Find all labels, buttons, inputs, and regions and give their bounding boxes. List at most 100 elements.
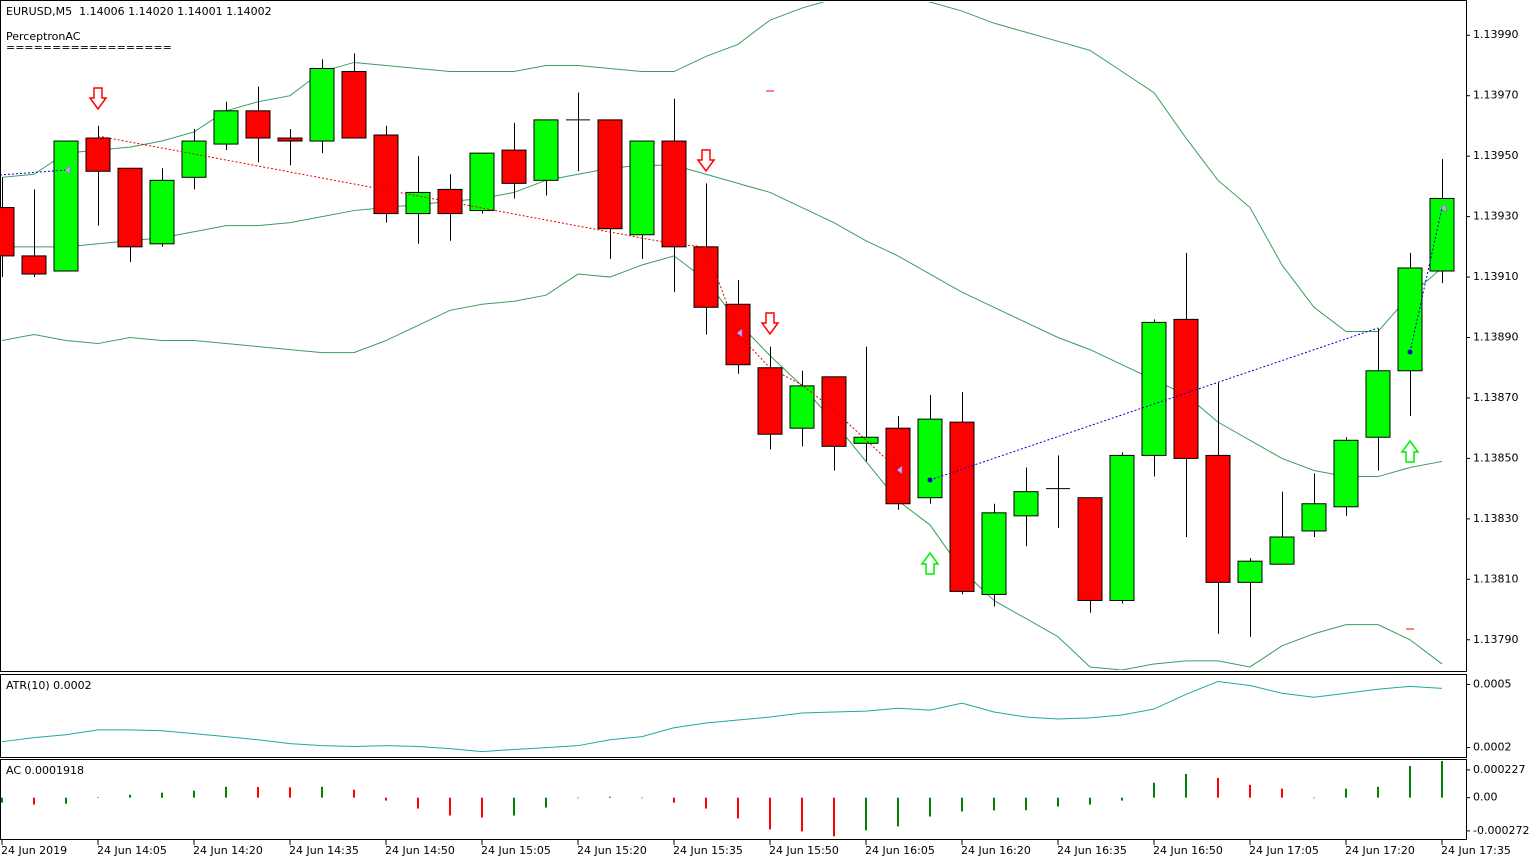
candle-body bbox=[1013, 491, 1039, 517]
signal-marker bbox=[736, 328, 743, 338]
sell-arrow bbox=[760, 312, 780, 336]
candle-body bbox=[789, 385, 815, 429]
candle-body bbox=[501, 149, 527, 184]
ac-bar bbox=[961, 797, 963, 812]
ac-bar bbox=[225, 786, 227, 798]
ac-bar bbox=[417, 797, 419, 809]
ac-bar bbox=[833, 797, 835, 837]
y-tick-label: 1.13790 bbox=[1473, 633, 1519, 646]
ac-bar bbox=[385, 797, 387, 801]
ac-bar bbox=[1345, 788, 1347, 798]
candle-body bbox=[437, 188, 463, 215]
candle-body bbox=[53, 140, 79, 272]
ac-frame bbox=[0, 759, 1467, 840]
ac-bar bbox=[609, 796, 611, 798]
price-frame bbox=[0, 0, 1467, 672]
ac-bar bbox=[1121, 797, 1123, 801]
y-tick-label: 1.13870 bbox=[1473, 391, 1519, 404]
candle-body bbox=[1109, 454, 1135, 601]
x-tick-label: 24 Jun 15:05 bbox=[481, 844, 551, 857]
ac-bar bbox=[801, 797, 803, 832]
candle-body bbox=[1077, 497, 1103, 601]
candle-body bbox=[981, 512, 1007, 595]
ac-bar bbox=[577, 797, 579, 799]
signal-marker bbox=[1440, 203, 1447, 213]
ac-bar bbox=[1025, 797, 1027, 811]
sell-arrow bbox=[696, 149, 716, 173]
candle-body bbox=[949, 421, 975, 592]
ac-bar bbox=[1441, 761, 1443, 798]
axes: 1.13790 1.13810 1.13830 1.13850 1.13870 1.138… bbox=[1, 28, 1529, 857]
x-tick-label: 24 Jun 14:50 bbox=[385, 844, 455, 857]
ac-bar bbox=[353, 789, 355, 798]
signal-marker bbox=[64, 165, 71, 175]
y-tick-label: 1.13890 bbox=[1473, 331, 1519, 344]
indicator-separator: ================== bbox=[6, 41, 172, 54]
x-tick-label: 24 Jun 15:20 bbox=[577, 844, 647, 857]
candle-body bbox=[725, 303, 751, 366]
signal-line bbox=[0, 169, 67, 176]
ac-bar bbox=[1, 797, 3, 803]
x-tick-label: 24 Jun 14:05 bbox=[97, 844, 167, 857]
chart-title: EURUSD,M5 1.14006 1.14020 1.14001 1.1400… bbox=[6, 5, 272, 18]
x-tick-label: 24 Jun 16:50 bbox=[1153, 844, 1223, 857]
candle-body bbox=[373, 134, 399, 215]
candle-body bbox=[181, 140, 207, 178]
candle-body bbox=[405, 191, 431, 215]
y-tick-label: 1.13930 bbox=[1473, 210, 1519, 223]
candle-body bbox=[1141, 321, 1167, 456]
ac-bar bbox=[129, 794, 131, 798]
y-tick-label: 0.0005 bbox=[1473, 677, 1512, 690]
ac-bar bbox=[993, 797, 995, 811]
y-tick-label: 1.13970 bbox=[1473, 89, 1519, 102]
candle-body bbox=[1397, 267, 1423, 372]
ac-bar bbox=[1313, 797, 1315, 799]
candle-body bbox=[213, 110, 239, 145]
ac-bar bbox=[769, 797, 771, 830]
ac-bar bbox=[1281, 788, 1283, 798]
ac-bar bbox=[481, 797, 483, 818]
candle-body bbox=[1301, 503, 1327, 532]
ac-bar bbox=[737, 797, 739, 819]
y-tick-label: 1.13850 bbox=[1473, 451, 1519, 464]
ac-bar bbox=[705, 797, 707, 809]
candle-body bbox=[85, 137, 111, 172]
y-tick-label: 0.00 bbox=[1473, 791, 1498, 804]
signal-marker bbox=[896, 465, 903, 475]
ac-bar bbox=[1057, 797, 1059, 807]
candle-body bbox=[917, 418, 943, 499]
candle-body bbox=[469, 152, 495, 212]
candle-body bbox=[853, 436, 879, 444]
signal-line bbox=[929, 327, 1379, 481]
signal-dot bbox=[1407, 349, 1413, 355]
candle-body bbox=[149, 179, 175, 245]
ac-bar bbox=[865, 797, 867, 831]
ac-bar bbox=[257, 787, 259, 798]
ac-bar bbox=[673, 797, 675, 803]
ac-bar bbox=[193, 790, 195, 798]
price-plot bbox=[0, 2, 1455, 670]
ac-bar bbox=[449, 797, 451, 816]
ac-bar bbox=[289, 787, 291, 798]
bollinger-band bbox=[1, 2, 1443, 332]
signal-line bbox=[97, 135, 899, 471]
candle-body bbox=[629, 140, 655, 236]
bollinger-band bbox=[1, 255, 1443, 670]
x-tick-label: 24 Jun 15:35 bbox=[673, 844, 743, 857]
ac-bar bbox=[1249, 784, 1251, 798]
x-tick-label: 24 Jun 15:50 bbox=[769, 844, 839, 857]
candle-body bbox=[277, 137, 303, 142]
ac-bar bbox=[1377, 786, 1379, 798]
y-tick-label: 1.13990 bbox=[1473, 28, 1519, 41]
candle-body bbox=[341, 71, 367, 139]
ac-bar bbox=[513, 797, 515, 816]
candle-body bbox=[885, 427, 911, 505]
candle-body bbox=[757, 367, 783, 435]
x-tick-label: 24 Jun 2019 bbox=[1, 844, 67, 857]
sell-arrow bbox=[88, 87, 108, 111]
signal-dot bbox=[927, 477, 933, 483]
atr-line bbox=[1, 680, 1443, 753]
candle-body bbox=[661, 140, 687, 248]
